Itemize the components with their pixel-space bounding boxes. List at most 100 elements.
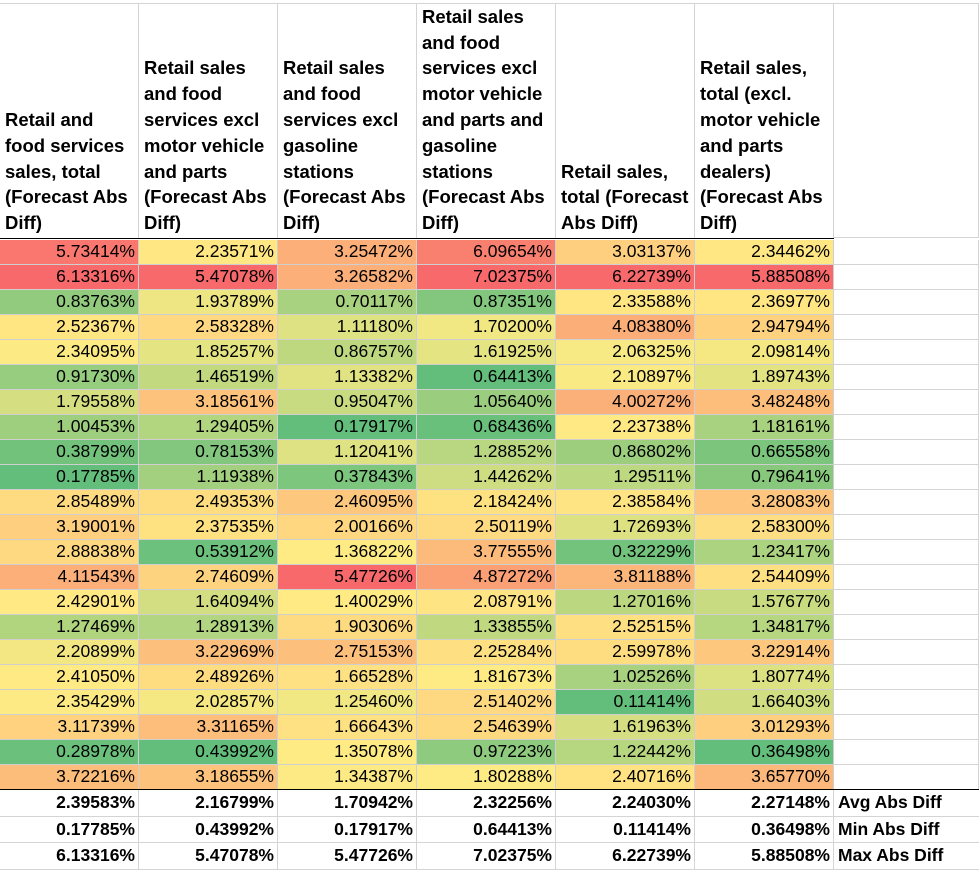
data-cell[interactable]: 2.52515%	[556, 615, 695, 640]
data-cell[interactable]: 2.34462%	[695, 240, 834, 265]
summary-cell[interactable]: 0.43992%	[139, 816, 278, 843]
data-cell[interactable]: 0.64413%	[417, 365, 556, 390]
empty-cell[interactable]	[834, 565, 979, 590]
data-cell[interactable]: 0.28978%	[0, 740, 139, 765]
column-header[interactable]: Retail sales and food services excl moto…	[417, 4, 556, 238]
data-cell[interactable]: 2.74609%	[139, 565, 278, 590]
empty-cell[interactable]	[834, 390, 979, 415]
data-cell[interactable]: 2.41050%	[0, 665, 139, 690]
data-cell[interactable]: 2.35429%	[0, 690, 139, 715]
summary-cell[interactable]: 1.70942%	[278, 790, 417, 817]
data-cell[interactable]: 1.40029%	[278, 590, 417, 615]
summary-cell[interactable]: 2.24030%	[556, 790, 695, 817]
summary-cell[interactable]: 5.88508%	[695, 843, 834, 870]
data-cell[interactable]: 0.11414%	[556, 690, 695, 715]
data-cell[interactable]: 2.54409%	[695, 565, 834, 590]
data-cell[interactable]: 3.65770%	[695, 765, 834, 790]
data-cell[interactable]: 2.23738%	[556, 415, 695, 440]
data-cell[interactable]: 4.11543%	[0, 565, 139, 590]
data-cell[interactable]: 1.25460%	[278, 690, 417, 715]
data-cell[interactable]: 0.68436%	[417, 415, 556, 440]
data-cell[interactable]: 0.91730%	[0, 365, 139, 390]
data-cell[interactable]: 4.00272%	[556, 390, 695, 415]
data-cell[interactable]: 2.18424%	[417, 490, 556, 515]
data-cell[interactable]: 1.23417%	[695, 540, 834, 565]
data-cell[interactable]: 2.58328%	[139, 315, 278, 340]
data-cell[interactable]: 1.11938%	[139, 465, 278, 490]
data-cell[interactable]: 2.02857%	[139, 690, 278, 715]
data-cell[interactable]: 1.33855%	[417, 615, 556, 640]
empty-cell[interactable]	[834, 615, 979, 640]
data-cell[interactable]: 3.72216%	[0, 765, 139, 790]
data-cell[interactable]: 0.66558%	[695, 440, 834, 465]
data-cell[interactable]: 2.85489%	[0, 490, 139, 515]
data-cell[interactable]: 3.26582%	[278, 265, 417, 290]
empty-cell[interactable]	[834, 415, 979, 440]
data-cell[interactable]: 1.93789%	[139, 290, 278, 315]
data-cell[interactable]: 3.81188%	[556, 565, 695, 590]
data-cell[interactable]: 2.38584%	[556, 490, 695, 515]
data-cell[interactable]: 0.70117%	[278, 290, 417, 315]
data-cell[interactable]: 5.88508%	[695, 265, 834, 290]
data-cell[interactable]: 6.22739%	[556, 265, 695, 290]
summary-label[interactable]: Max Abs Diff	[834, 843, 979, 870]
data-cell[interactable]: 0.87351%	[417, 290, 556, 315]
empty-cell[interactable]	[834, 740, 979, 765]
summary-cell[interactable]: 5.47078%	[139, 843, 278, 870]
data-cell[interactable]: 6.09654%	[417, 240, 556, 265]
data-cell[interactable]: 1.22442%	[556, 740, 695, 765]
data-cell[interactable]: 0.95047%	[278, 390, 417, 415]
summary-label[interactable]: Avg Abs Diff	[834, 790, 979, 817]
data-cell[interactable]: 1.85257%	[139, 340, 278, 365]
data-cell[interactable]: 3.48248%	[695, 390, 834, 415]
empty-cell[interactable]	[834, 540, 979, 565]
data-cell[interactable]: 3.22914%	[695, 640, 834, 665]
empty-cell[interactable]	[834, 515, 979, 540]
data-cell[interactable]: 2.88838%	[0, 540, 139, 565]
data-cell[interactable]: 2.23571%	[139, 240, 278, 265]
data-cell[interactable]: 2.46095%	[278, 490, 417, 515]
summary-cell[interactable]: 2.39583%	[0, 790, 139, 817]
data-cell[interactable]: 1.79558%	[0, 390, 139, 415]
summary-cell[interactable]: 5.47726%	[278, 843, 417, 870]
data-cell[interactable]: 5.47078%	[139, 265, 278, 290]
data-cell[interactable]: 3.28083%	[695, 490, 834, 515]
summary-cell[interactable]: 0.36498%	[695, 816, 834, 843]
empty-cell[interactable]	[834, 465, 979, 490]
data-cell[interactable]: 1.27469%	[0, 615, 139, 640]
empty-cell[interactable]	[834, 665, 979, 690]
data-cell[interactable]: 0.97223%	[417, 740, 556, 765]
data-cell[interactable]: 1.90306%	[278, 615, 417, 640]
data-cell[interactable]: 1.66528%	[278, 665, 417, 690]
summary-cell[interactable]: 2.27148%	[695, 790, 834, 817]
data-cell[interactable]: 1.13382%	[278, 365, 417, 390]
data-cell[interactable]: 3.03137%	[556, 240, 695, 265]
empty-cell[interactable]	[834, 240, 979, 265]
data-cell[interactable]: 2.37535%	[139, 515, 278, 540]
empty-cell[interactable]	[834, 315, 979, 340]
data-cell[interactable]: 3.31165%	[139, 715, 278, 740]
summary-cell[interactable]: 0.17917%	[278, 816, 417, 843]
data-cell[interactable]: 1.29405%	[139, 415, 278, 440]
column-header[interactable]: Retail sales, total (excl. motor vehicle…	[695, 4, 834, 238]
data-cell[interactable]: 0.79641%	[695, 465, 834, 490]
data-cell[interactable]: 2.49353%	[139, 490, 278, 515]
empty-cell[interactable]	[834, 290, 979, 315]
data-cell[interactable]: 2.08791%	[417, 590, 556, 615]
data-cell[interactable]: 1.36822%	[278, 540, 417, 565]
data-cell[interactable]: 1.12041%	[278, 440, 417, 465]
data-cell[interactable]: 0.17785%	[0, 465, 139, 490]
data-cell[interactable]: 3.22969%	[139, 640, 278, 665]
data-cell[interactable]: 1.57677%	[695, 590, 834, 615]
column-header[interactable]: Retail and food services sales, total (F…	[0, 4, 139, 238]
data-cell[interactable]: 0.86757%	[278, 340, 417, 365]
data-cell[interactable]: 0.36498%	[695, 740, 834, 765]
data-cell[interactable]: 3.25472%	[278, 240, 417, 265]
data-cell[interactable]: 1.81673%	[417, 665, 556, 690]
column-header[interactable]: Retail sales and food services excl moto…	[139, 4, 278, 238]
data-cell[interactable]: 0.38799%	[0, 440, 139, 465]
data-cell[interactable]: 1.66403%	[695, 690, 834, 715]
data-cell[interactable]: 1.11180%	[278, 315, 417, 340]
data-cell[interactable]: 1.64094%	[139, 590, 278, 615]
data-cell[interactable]: 0.37843%	[278, 465, 417, 490]
